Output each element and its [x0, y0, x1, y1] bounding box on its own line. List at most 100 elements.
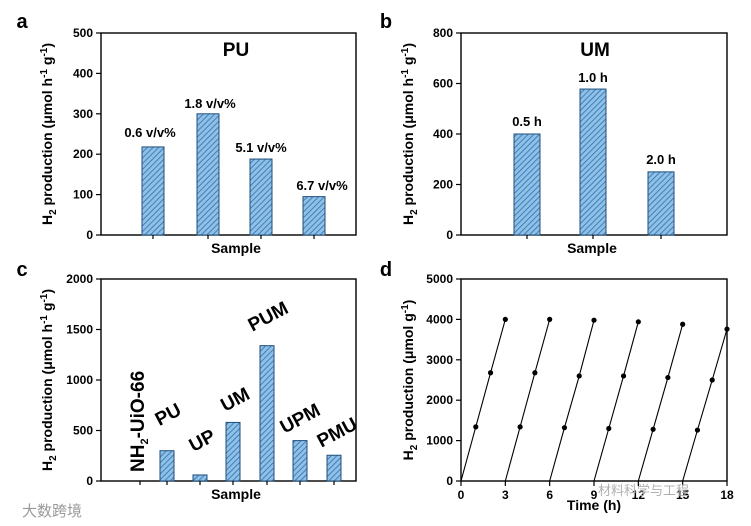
panel-a-ytick-label: 300	[73, 107, 93, 121]
panel-c-bar	[292, 440, 308, 482]
panel-a-data-label: 6.7 v/v%	[296, 178, 348, 193]
panel-d-point	[635, 319, 641, 325]
panel-d-point	[576, 373, 582, 379]
panel-a-ytick-label: 500	[73, 26, 93, 40]
panel-b-xlabel: Sample	[567, 240, 617, 256]
panel-d-ytick-label: 4000	[426, 312, 453, 326]
panel-d-point	[665, 374, 671, 381]
panel-d-point	[620, 373, 627, 379]
panel-c-ytick-label: 500	[73, 424, 93, 438]
panel-d-xtick-label: 3	[502, 488, 509, 502]
panel-a-data-label: 0.6 v/v%	[124, 125, 176, 140]
panel-b-letter: b	[380, 11, 392, 33]
panel-a-ylabel: H2 production (μmol h-1 g-1)	[39, 43, 59, 225]
panel-a-bar	[249, 158, 273, 236]
panel-d-point	[724, 326, 730, 332]
panel-b-ytick-label: 800	[433, 26, 453, 40]
panel-d-point	[561, 425, 568, 431]
panel-a-xlabel: Sample	[211, 240, 261, 256]
panel-a-ytick-label: 400	[73, 66, 93, 80]
panel-c-bar	[259, 345, 275, 482]
panel-a-bar	[196, 113, 220, 236]
panel-c-category-label-group: PU	[152, 400, 185, 431]
panel-a-bar	[141, 146, 165, 236]
panel-b-title: UM	[580, 40, 610, 61]
panel-c-category-label-group: UP	[186, 426, 219, 457]
panel-c-bar	[326, 454, 342, 482]
panel-d-letter: d	[380, 259, 392, 281]
panel-c-bar	[159, 450, 175, 482]
panel-b-ytick-label: 400	[433, 127, 453, 141]
panel-a-ytick-label: 200	[73, 147, 93, 161]
panel-b-data-label: 0.5 h	[512, 114, 542, 129]
panel-c-ytick-label: 1000	[66, 373, 93, 387]
panel-d-xlabel: Time (h)	[567, 497, 621, 513]
panel-d-ytick-label: 2000	[426, 393, 453, 407]
panel-c-bar	[225, 421, 241, 482]
panel-c-ylabel-text: H2 production (μmol h-1 g-1)	[39, 289, 59, 471]
panel-d-ytick-label: 3000	[426, 353, 453, 367]
panel-d-xtick-label: 6	[546, 488, 553, 502]
panel-d-xtick-label: 18	[720, 488, 734, 502]
panel-d-point	[650, 426, 656, 432]
panel-d-point	[694, 427, 701, 433]
panel-d-point	[473, 424, 479, 430]
panel-a-title: PU	[223, 40, 249, 61]
panel-b-ylabel: H2 production (μmol h-1 g-1)	[400, 43, 420, 225]
watermark-left: 大数跨境	[22, 502, 82, 520]
panel-d-series-line	[504, 319, 551, 482]
panel-a-bar	[302, 196, 326, 236]
panel-c-ytick-label: 0	[86, 474, 93, 488]
panel-d-point	[680, 321, 686, 327]
panel-d-point	[547, 316, 553, 322]
panel-c-category-label: NH2-UiO-66	[128, 371, 151, 472]
panel-d-ylabel-text: H2 production (μmol g-1)	[400, 300, 420, 461]
panel-d-xtick-label: 12	[632, 488, 646, 502]
panel-c-category-label-group: PUM	[245, 298, 292, 336]
panel-d-xtick-label: 15	[676, 488, 690, 502]
panel-d-point	[709, 377, 715, 383]
panel-d-point	[502, 316, 508, 322]
panel-d-ytick-label: 5000	[426, 272, 453, 286]
panel-d-axes-frame	[460, 278, 728, 482]
panel-a-ytick-label: 100	[73, 188, 93, 202]
panel-c-category-label: UP	[186, 426, 219, 457]
panel-d-series-line	[593, 321, 639, 482]
panel-d-ylabel: H2 production (μmol g-1)	[400, 300, 420, 461]
panel-d-series-line	[460, 319, 506, 482]
panel-b-bar	[579, 88, 607, 236]
panel-c-category-label-group: UM	[217, 384, 253, 416]
panel-b-ytick-label: 200	[433, 178, 453, 192]
panel-a-data-label: 1.8 v/v%	[184, 96, 236, 111]
panel-c-ytick-label: 1500	[66, 323, 93, 337]
panel-a-letter: a	[16, 11, 28, 33]
panel-d-series-line	[682, 328, 728, 482]
panel-c-xlabel: Sample	[211, 486, 261, 502]
panel-a-ytick-label: 0	[86, 228, 93, 242]
panel-c-bar	[192, 474, 208, 482]
panel-b-data-label: 1.0 h	[578, 70, 608, 85]
panel-d-point	[532, 370, 538, 376]
panel-c-category-label: UM	[217, 384, 253, 416]
panel-d-xtick-label: 0	[458, 488, 465, 502]
panel-d-point	[606, 425, 612, 432]
panel-a-data-label: 5.1 v/v%	[235, 140, 287, 155]
panel-d-ytick-label: 1000	[426, 434, 453, 448]
watermark-right: 材料科学与工程	[598, 483, 689, 498]
panel-d-xtick-label: 9	[591, 488, 598, 502]
panel-c-category-label: PU	[152, 400, 185, 431]
panel-b-ylabel-text: H2 production (μmol h-1 g-1)	[400, 43, 420, 225]
panel-d-series-line	[637, 324, 684, 482]
panel-c-ytick-label: 2000	[66, 272, 93, 286]
panel-d-ytick-label: 0	[446, 474, 453, 488]
panel-d-series-line	[549, 320, 595, 482]
panel-c-letter: c	[16, 259, 27, 281]
panel-b-ytick-label: 600	[433, 77, 453, 91]
panel-d-point	[487, 370, 494, 376]
panel-c-category-label: PUM	[245, 298, 292, 336]
panel-c-category-label-group: NH2-UiO-66	[128, 371, 151, 472]
panel-a-ylabel-text: H2 production (μmol h-1 g-1)	[39, 43, 59, 225]
panel-b-bar	[513, 133, 541, 236]
panel-b-data-label: 2.0 h	[646, 152, 676, 167]
